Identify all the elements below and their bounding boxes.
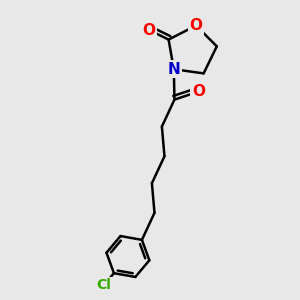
Text: O: O [190,18,202,33]
Text: O: O [142,22,155,38]
Text: O: O [192,84,205,99]
Text: N: N [167,62,180,77]
Text: Cl: Cl [97,278,112,292]
